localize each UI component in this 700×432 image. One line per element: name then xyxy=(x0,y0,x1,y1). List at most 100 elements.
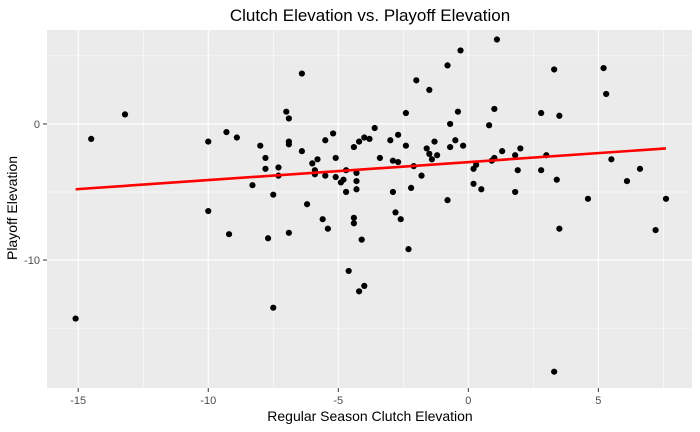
data-point xyxy=(283,108,290,115)
data-point xyxy=(270,304,277,311)
data-point xyxy=(225,231,233,238)
data-point xyxy=(395,158,402,166)
data-point xyxy=(428,156,436,163)
data-point xyxy=(491,105,498,113)
data-point xyxy=(285,229,292,236)
chart-title: Clutch Elevation vs. Playoff Elevation xyxy=(230,6,510,25)
data-point xyxy=(353,169,360,177)
data-point xyxy=(262,154,269,162)
data-point xyxy=(353,177,360,185)
data-point xyxy=(223,128,230,136)
data-point xyxy=(72,315,79,322)
data-point xyxy=(319,216,326,223)
data-point xyxy=(392,209,399,216)
data-point xyxy=(340,176,347,183)
y-axis-ticks: 0 -10 xyxy=(24,119,47,267)
data-point xyxy=(517,145,524,152)
data-point xyxy=(423,145,430,152)
data-point xyxy=(205,138,212,145)
data-point xyxy=(355,138,363,145)
x-axis-ticks: -15 -10 -5 0 5 xyxy=(70,388,601,407)
data-point xyxy=(353,186,360,193)
data-point xyxy=(431,138,438,145)
data-point xyxy=(447,143,454,151)
data-point xyxy=(121,111,129,118)
data-point xyxy=(350,214,357,221)
data-point xyxy=(499,148,506,155)
data-point xyxy=(361,134,368,141)
data-point xyxy=(426,86,433,93)
data-point xyxy=(457,47,464,54)
data-point xyxy=(332,154,339,162)
data-point xyxy=(314,156,321,163)
data-point xyxy=(355,288,363,295)
data-point xyxy=(233,134,240,141)
data-point xyxy=(600,65,607,72)
data-point xyxy=(262,165,269,172)
x-tick-label: -10 xyxy=(200,395,216,407)
data-point xyxy=(342,188,350,196)
data-point xyxy=(444,62,451,69)
data-point xyxy=(264,235,272,242)
data-point xyxy=(324,225,331,232)
data-point xyxy=(608,156,615,163)
data-point xyxy=(418,172,425,179)
data-point xyxy=(551,66,558,73)
minor-gridlines xyxy=(47,30,692,388)
data-point xyxy=(514,167,521,174)
plot-panel xyxy=(47,30,692,388)
data-point xyxy=(405,246,412,253)
data-point xyxy=(512,188,519,196)
data-point xyxy=(512,152,519,159)
data-point xyxy=(454,108,462,115)
data-point xyxy=(389,188,397,196)
data-point xyxy=(538,167,545,174)
data-point xyxy=(298,70,305,77)
data-point xyxy=(309,160,316,167)
data-point xyxy=(538,109,545,117)
data-point xyxy=(329,130,337,137)
y-tick-label: -10 xyxy=(24,255,40,267)
data-point xyxy=(584,195,592,202)
data-point xyxy=(652,226,659,234)
data-point xyxy=(249,182,256,189)
data-point xyxy=(486,122,493,129)
data-point xyxy=(402,142,410,149)
data-point xyxy=(270,191,277,198)
data-point xyxy=(426,150,433,157)
data-point xyxy=(332,173,339,181)
y-tick-label: 0 xyxy=(34,119,40,131)
data-point xyxy=(345,267,352,275)
x-axis-title: Regular Season Clutch Elevation xyxy=(267,408,472,424)
data-point xyxy=(408,184,415,192)
data-point xyxy=(361,282,368,290)
data-point xyxy=(402,109,410,117)
data-point xyxy=(298,148,305,155)
data-point xyxy=(322,137,329,144)
data-point xyxy=(662,195,670,202)
data-point xyxy=(478,186,485,193)
data-point xyxy=(285,141,292,148)
data-point xyxy=(493,36,501,43)
y-axis-title: Playoff Elevation xyxy=(4,156,20,260)
data-point xyxy=(460,142,467,149)
data-point xyxy=(397,216,404,223)
data-point xyxy=(452,137,459,144)
data-point xyxy=(551,368,558,375)
data-point xyxy=(275,164,282,171)
data-point xyxy=(205,207,212,215)
data-point xyxy=(444,197,451,204)
data-point xyxy=(556,225,563,232)
data-point xyxy=(623,177,631,185)
data-point xyxy=(553,176,560,183)
data-point xyxy=(358,236,365,243)
data-point xyxy=(350,143,357,151)
data-point xyxy=(636,165,644,172)
data-point xyxy=(395,131,402,138)
data-point xyxy=(350,220,357,227)
data-point xyxy=(371,124,378,132)
data-point xyxy=(447,120,454,128)
data-point xyxy=(376,154,384,162)
data-point xyxy=(322,172,329,179)
